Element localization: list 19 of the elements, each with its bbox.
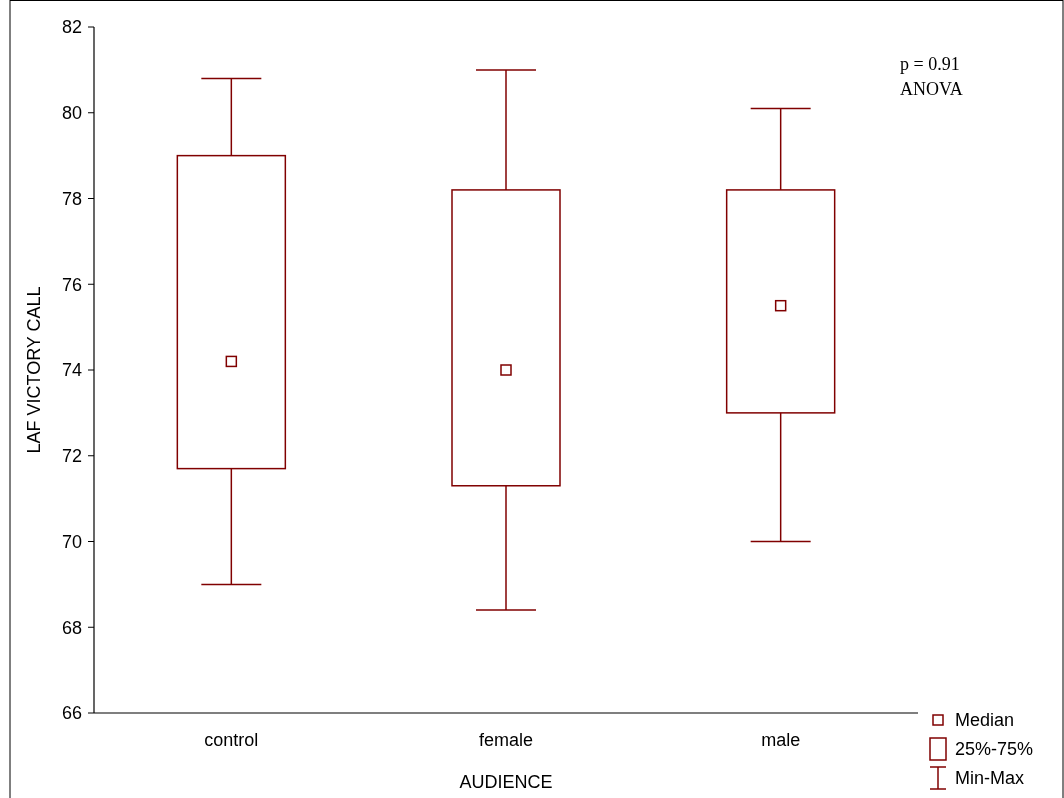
y-tick-label: 82 [61, 17, 82, 38]
y-tick-label: 74 [61, 360, 82, 381]
y-axis-title: LAF VICTORY CALL [24, 286, 44, 454]
y-tick-label: 68 [61, 617, 82, 638]
y-tick-label: 76 [61, 274, 82, 295]
y-tick-label: 66 [61, 703, 82, 724]
annotation: ANOVA [900, 79, 963, 99]
x-tick-label: control [204, 730, 259, 750]
text: Min-Max [955, 768, 1025, 789]
x-tick-label: female [478, 730, 534, 750]
y-tick-label: 80 [61, 103, 82, 124]
y-tick-label: 72 [61, 446, 82, 467]
text: Median [955, 710, 1015, 731]
text: 25%-75% [955, 739, 1034, 760]
x-tick-label: male [761, 730, 801, 750]
y-tick-label: 78 [61, 188, 82, 209]
x-axis-title: AUDIENCE [459, 772, 553, 792]
y-tick-label: 70 [61, 531, 82, 552]
annotation: p = 0.91 [900, 54, 960, 74]
